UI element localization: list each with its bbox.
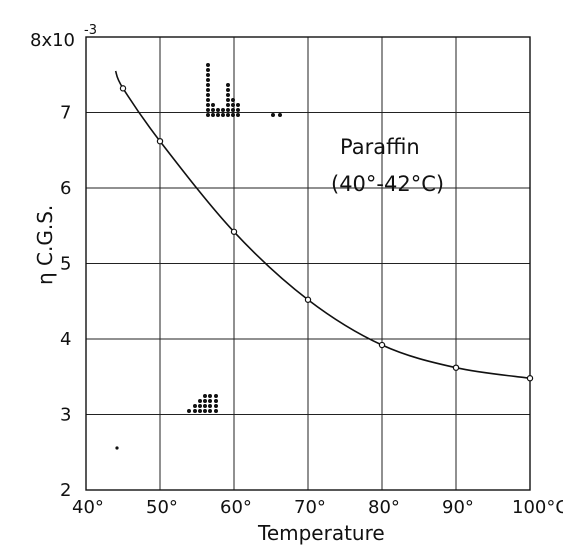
glyph-dot: [221, 108, 225, 112]
data-point: [119, 85, 127, 92]
glyph-dot: [226, 103, 230, 107]
x-tick-label: 80°: [368, 497, 400, 518]
x-tick-label: 90°: [442, 497, 474, 518]
glyph-dot: [278, 113, 282, 117]
glyph-dot: [226, 108, 230, 112]
crystal-cluster-small: [187, 394, 218, 413]
glyph-dot: [203, 399, 207, 403]
glyph-dot: [206, 63, 210, 67]
crystal-glyphs: [187, 63, 282, 413]
grid-lines: [86, 37, 530, 490]
glyph-dot: [226, 83, 230, 87]
glyph-dot: [206, 73, 210, 77]
annotation-substance: Paraffin: [340, 135, 420, 159]
glyph-dot: [214, 409, 218, 413]
glyph-dot: [187, 409, 191, 413]
glyph-dot: [231, 98, 235, 102]
x-tick-labels: 40° 50° 60° 70° 80° 90° 100°C: [72, 497, 563, 518]
glyph-dot: [226, 93, 230, 97]
x-axis-title: Temperature: [257, 521, 385, 545]
glyph-dot: [214, 404, 218, 408]
glyph-dot: [203, 404, 207, 408]
glyph-dot: [236, 113, 240, 117]
y-tick-labels: 2 3 4 5 6 7: [60, 103, 71, 502]
data-point: [304, 296, 312, 303]
y-tick-label: 5: [60, 254, 71, 275]
glyph-dot: [206, 68, 210, 72]
data-point: [452, 364, 460, 371]
glyph-dot: [206, 83, 210, 87]
glyph-dot: [198, 404, 202, 408]
glyph-dot: [211, 103, 215, 107]
data-point: [526, 375, 534, 382]
glyph-dot: [206, 103, 210, 107]
glyph-dot: [236, 108, 240, 112]
glyph-dot: [208, 394, 212, 398]
glyph-dot: [198, 409, 202, 413]
glyph-dot: [203, 394, 207, 398]
glyph-dot: [226, 113, 230, 117]
glyph-dot: [208, 409, 212, 413]
y-tick-label: 7: [60, 103, 71, 124]
glyph-dot: [231, 103, 235, 107]
glyph-dot: [216, 113, 220, 117]
data-point: [156, 137, 164, 145]
glyph-dot: [198, 399, 202, 403]
y-tick-label: 3: [60, 405, 71, 426]
data-point: [230, 228, 238, 235]
y-exponent: -3: [84, 23, 97, 38]
x-tick-label: 50°: [146, 497, 178, 518]
series-line: [114, 70, 531, 380]
glyph-dot: [206, 78, 210, 82]
glyph-dot: [226, 88, 230, 92]
y-tick-label: 6: [60, 178, 71, 199]
glyph-dot: [206, 113, 210, 117]
glyph-dot: [206, 98, 210, 102]
glyph-dot: [214, 399, 218, 403]
glyph-dot: [214, 394, 218, 398]
glyph-dot: [211, 113, 215, 117]
annotation-range: (40°-42°C): [331, 172, 444, 196]
glyph-dot: [271, 113, 275, 117]
y-tick-label: 2: [60, 480, 71, 501]
crystal-cluster-tall: [206, 63, 240, 117]
glyph-dot: [231, 108, 235, 112]
glyph-dot: [193, 409, 197, 413]
glyph-dot: [211, 108, 215, 112]
y-tick-label: 4: [60, 329, 71, 350]
glyph-dot: [193, 404, 197, 408]
glyph-dot: [206, 93, 210, 97]
glyph-dot: [206, 108, 210, 112]
x-tick-label: 70°: [294, 497, 326, 518]
data-points: [119, 85, 534, 382]
glyph-dot: [203, 409, 207, 413]
glyph-dot: [221, 113, 225, 117]
glyph-dot: [216, 108, 220, 112]
data-point: [378, 341, 386, 349]
y-axis-title: η C.G.S.: [33, 205, 57, 285]
y-top-tick-label: 8x10: [30, 30, 75, 51]
x-tick-label: 60°: [220, 497, 252, 518]
glyph-dot: [231, 113, 235, 117]
glyph-dot: [208, 404, 212, 408]
glyph-dot: [236, 103, 240, 107]
glyph-dot: [206, 88, 210, 92]
x-tick-label: 100°C: [512, 497, 563, 518]
glyph-dot: [226, 98, 230, 102]
x-tick-label: 40°: [72, 497, 104, 518]
stray-mark: [115, 446, 119, 450]
crystal-cluster-pair: [271, 113, 282, 117]
plot-frame: [85, 36, 531, 491]
data-series: [114, 70, 531, 380]
glyph-dot: [208, 399, 212, 403]
